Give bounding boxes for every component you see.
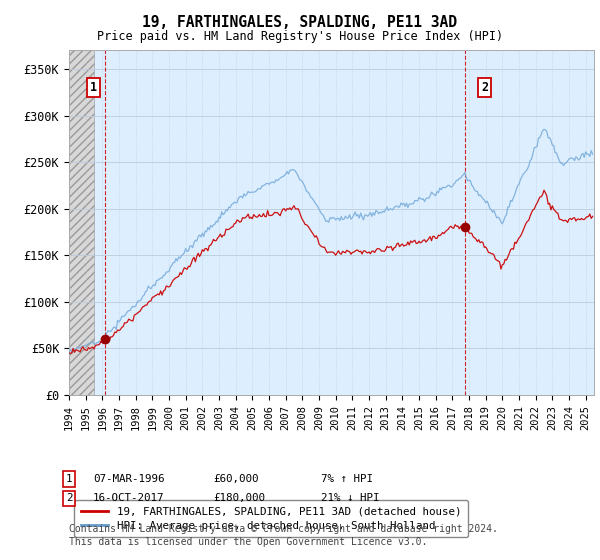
- Bar: [69, 50, 94, 395]
- Text: 19, FARTHINGALES, SPALDING, PE11 3AD: 19, FARTHINGALES, SPALDING, PE11 3AD: [143, 15, 458, 30]
- Text: £180,000: £180,000: [213, 493, 265, 503]
- Text: 7% ↑ HPI: 7% ↑ HPI: [321, 474, 373, 484]
- Text: Price paid vs. HM Land Registry's House Price Index (HPI): Price paid vs. HM Land Registry's House …: [97, 30, 503, 43]
- Text: 2: 2: [481, 81, 488, 94]
- Text: 1: 1: [90, 81, 97, 94]
- Text: £60,000: £60,000: [213, 474, 259, 484]
- Legend: 19, FARTHINGALES, SPALDING, PE11 3AD (detached house), HPI: Average price, detac: 19, FARTHINGALES, SPALDING, PE11 3AD (de…: [74, 500, 467, 538]
- Text: This data is licensed under the Open Government Licence v3.0.: This data is licensed under the Open Gov…: [69, 537, 427, 547]
- Text: Contains HM Land Registry data © Crown copyright and database right 2024.: Contains HM Land Registry data © Crown c…: [69, 524, 498, 534]
- Text: 1: 1: [66, 474, 72, 484]
- Text: 21% ↓ HPI: 21% ↓ HPI: [321, 493, 380, 503]
- Text: 07-MAR-1996: 07-MAR-1996: [93, 474, 164, 484]
- Text: 2: 2: [66, 493, 72, 503]
- Text: 16-OCT-2017: 16-OCT-2017: [93, 493, 164, 503]
